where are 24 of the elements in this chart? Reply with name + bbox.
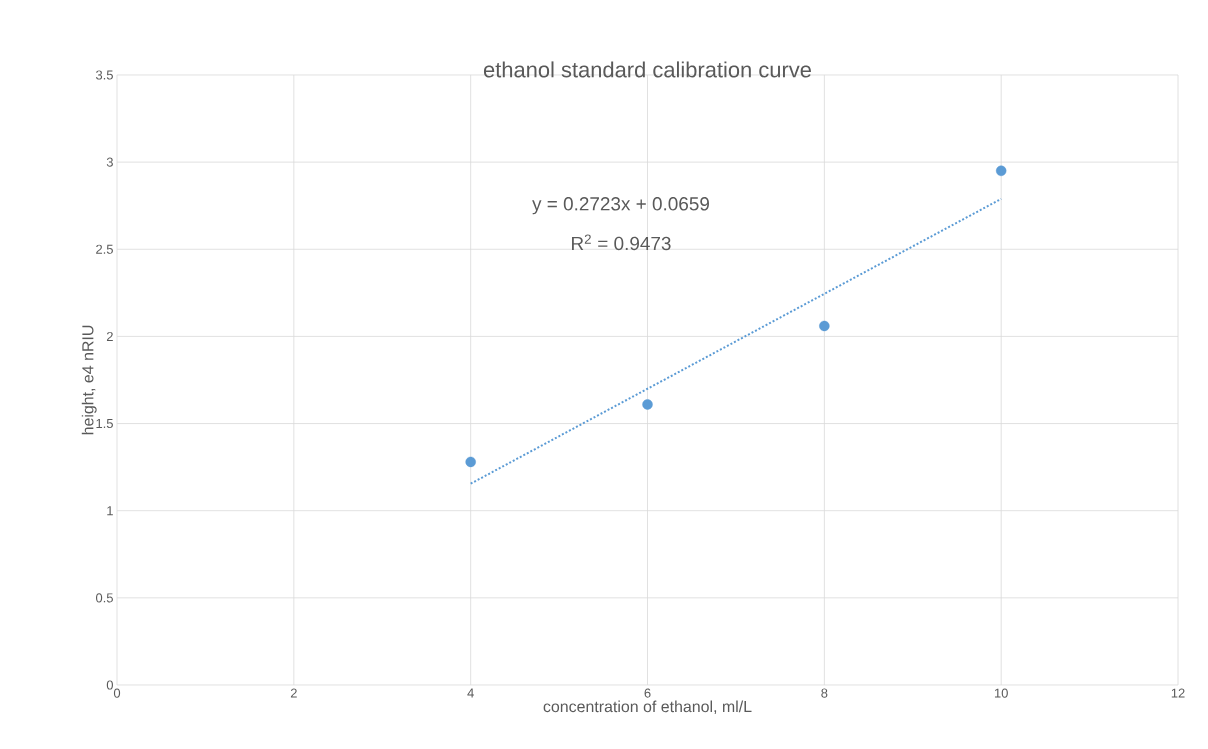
x-tick-label: 0 (113, 688, 121, 698)
annotation: R$^{2}$ = 0.9473 (572, 234, 671, 251)
x-axis-title: concentration of ethanol, ml/L (543, 700, 752, 715)
y-tick-label: 3.5 (95, 70, 113, 80)
point (642, 399, 653, 410)
chart-title: ethanol standard calibration curve (483, 61, 811, 78)
y-tick-label: 2.5 (96, 244, 113, 254)
x-tick-label: 10 (994, 688, 1008, 698)
y-axis-title: height, e4 nRIU (81, 325, 97, 435)
point (995, 165, 1007, 177)
y-tick-label: 3 (106, 157, 113, 167)
point (465, 456, 476, 468)
y-tick-label: 0.5 (95, 593, 113, 603)
x-tick-label: 4 (467, 688, 474, 698)
x-tick-label: 2 (290, 688, 297, 698)
annotation: y = 0.2723x + 0.0659 (532, 197, 709, 215)
x-tick-label: 8 (821, 688, 828, 698)
y-tick-label: 0 (106, 680, 113, 690)
y-tick-label: 1.5 (96, 419, 113, 429)
y-tick-label: 2 (106, 331, 113, 341)
y-tick-label: 1 (107, 506, 113, 516)
x-tick-label: 6 (644, 688, 651, 698)
x-tick-label: 12 (1171, 688, 1185, 698)
point (819, 320, 830, 332)
